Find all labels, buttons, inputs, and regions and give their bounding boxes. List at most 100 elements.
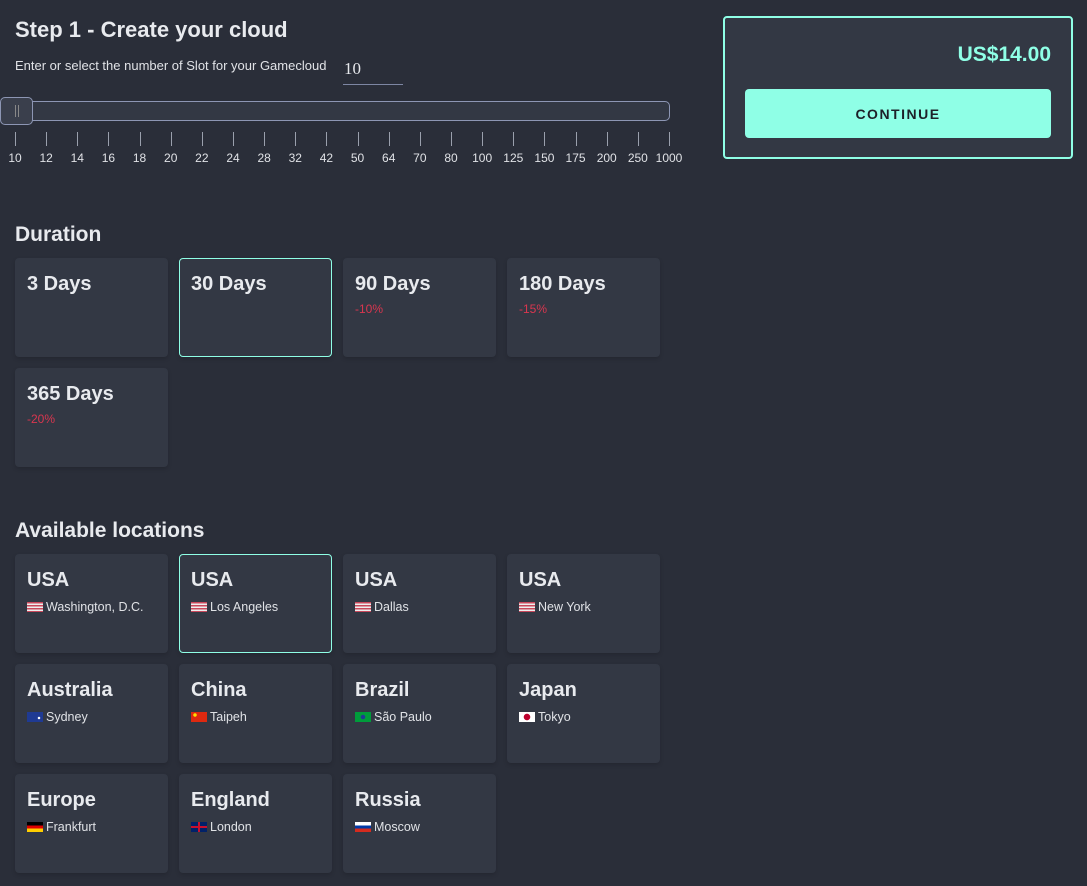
duration-option[interactable]: 3 Days bbox=[15, 258, 168, 357]
slider-tick-label[interactable]: 24 bbox=[226, 151, 240, 165]
slider-tick bbox=[108, 132, 110, 146]
city-label: Washington, D.C. bbox=[46, 600, 144, 614]
slider-tick-label[interactable]: 125 bbox=[503, 151, 524, 165]
slider-tick-label[interactable]: 28 bbox=[257, 151, 271, 165]
slot-count-input[interactable] bbox=[343, 54, 403, 85]
city-label: Dallas bbox=[374, 600, 409, 614]
slider-tick bbox=[575, 132, 577, 146]
grip-icon bbox=[14, 105, 19, 117]
duration-label: 3 Days bbox=[27, 273, 92, 295]
slider-tick-label[interactable]: 14 bbox=[70, 151, 84, 165]
region-label: USA bbox=[355, 569, 398, 591]
duration-option[interactable]: 90 Days -10% bbox=[343, 258, 496, 357]
slider-tick bbox=[669, 132, 670, 146]
location-option[interactable]: USA Dallas bbox=[343, 554, 496, 653]
slider-tick-label[interactable]: 250 bbox=[627, 151, 648, 165]
duration-option[interactable]: 180 Days -15% bbox=[507, 258, 660, 357]
region-label: Russia bbox=[355, 789, 421, 811]
slider-tick-label[interactable]: 50 bbox=[350, 151, 365, 165]
flag-us-icon bbox=[27, 602, 43, 612]
slider-tick bbox=[606, 132, 608, 146]
location-option[interactable]: USA New York bbox=[507, 554, 660, 653]
city-label: São Paulo bbox=[374, 710, 432, 724]
slider-tick bbox=[77, 132, 79, 146]
duration-option[interactable]: 30 Days bbox=[179, 258, 332, 357]
duration-option[interactable]: 365 Days -20% bbox=[15, 368, 168, 467]
city-label: Los Angeles bbox=[210, 600, 279, 614]
region-label: USA bbox=[519, 569, 562, 591]
location-option[interactable]: Australia Sydney bbox=[15, 664, 168, 763]
slider-tick bbox=[46, 132, 48, 146]
slider-tick-label[interactable]: 18 bbox=[132, 151, 147, 165]
slider-tick-label[interactable]: 12 bbox=[39, 151, 53, 165]
location-option[interactable]: England London bbox=[179, 774, 332, 873]
slot-slider-handle[interactable] bbox=[0, 97, 33, 125]
slider-tick-label[interactable]: 16 bbox=[101, 151, 116, 165]
location-option[interactable]: USA Los Angeles bbox=[179, 554, 332, 653]
slider-tick bbox=[544, 132, 546, 146]
slider-tick-label[interactable]: 10 bbox=[8, 151, 22, 165]
region-label: England bbox=[191, 789, 270, 811]
slider-tick-label[interactable]: 22 bbox=[195, 151, 209, 165]
location-option[interactable]: China Taipeh bbox=[179, 664, 332, 763]
slider-tick bbox=[264, 132, 266, 146]
slot-label: Enter or select the number of Slot for y… bbox=[15, 58, 327, 73]
duration-heading: Duration bbox=[15, 223, 102, 246]
region-label: Brazil bbox=[355, 679, 410, 701]
slider-tick-label[interactable]: 42 bbox=[319, 151, 334, 165]
slider-tick-label[interactable]: 70 bbox=[413, 151, 427, 165]
city-label: New York bbox=[538, 600, 591, 614]
slider-tick-label[interactable]: 32 bbox=[288, 151, 302, 165]
location-option[interactable]: Brazil São Paulo bbox=[343, 664, 496, 763]
discount-badge: -10% bbox=[355, 302, 384, 316]
slider-tick bbox=[388, 132, 390, 146]
flag-br-icon bbox=[355, 712, 371, 722]
slider-tick-label[interactable]: 64 bbox=[382, 151, 396, 165]
duration-label: 30 Days bbox=[191, 273, 267, 295]
location-option[interactable]: Japan Tokyo bbox=[507, 664, 660, 763]
slider-tick bbox=[201, 132, 203, 146]
flag-gb-icon bbox=[191, 822, 207, 832]
flag-us-icon bbox=[519, 602, 535, 612]
slot-slider-track[interactable] bbox=[0, 101, 670, 121]
slider-tick bbox=[170, 132, 172, 146]
region-label: Australia bbox=[27, 679, 113, 701]
continue-button[interactable]: CONTINUE bbox=[745, 89, 1051, 138]
total-price: US$14.00 bbox=[957, 43, 1051, 66]
flag-cn-icon bbox=[191, 712, 207, 722]
flag-us-icon bbox=[355, 602, 371, 612]
slider-tick-label[interactable]: 150 bbox=[534, 151, 555, 165]
discount-badge: -20% bbox=[27, 412, 56, 426]
flag-au-icon bbox=[27, 712, 43, 722]
location-option[interactable]: Russia Moscow bbox=[343, 774, 496, 873]
slider-tick-label[interactable]: 200 bbox=[596, 151, 617, 165]
slider-tick-label[interactable]: 100 bbox=[472, 151, 493, 165]
region-label: China bbox=[191, 679, 247, 701]
region-label: Japan bbox=[519, 679, 577, 701]
slider-tick-label[interactable]: 20 bbox=[164, 151, 178, 165]
city-label: Moscow bbox=[374, 820, 420, 834]
flag-ru-icon bbox=[355, 822, 371, 832]
slider-tick bbox=[419, 132, 421, 146]
slider-tick bbox=[326, 132, 328, 146]
location-option[interactable]: USA Washington, D.C. bbox=[15, 554, 168, 653]
slider-tick bbox=[357, 132, 359, 146]
slider-tick-label[interactable]: 80 bbox=[444, 151, 458, 165]
flag-us-icon bbox=[191, 602, 207, 612]
discount-badge: -15% bbox=[519, 302, 548, 316]
slider-tick bbox=[15, 132, 16, 146]
slider-tick-label[interactable]: 175 bbox=[565, 151, 586, 165]
slider-tick-label[interactable]: 1000 bbox=[655, 151, 683, 165]
slider-tick bbox=[451, 132, 452, 146]
city-label: Tokyo bbox=[538, 710, 571, 724]
city-label: London bbox=[210, 820, 252, 834]
region-label: USA bbox=[27, 569, 70, 591]
flag-de-icon bbox=[27, 822, 43, 832]
city-label: Sydney bbox=[46, 710, 88, 724]
locations-heading: Available locations bbox=[15, 519, 205, 542]
slider-tick bbox=[637, 132, 639, 146]
order-summary-panel: US$14.00 CONTINUE bbox=[723, 16, 1073, 159]
flag-jp-icon bbox=[519, 712, 535, 722]
location-option[interactable]: Europe Frankfurt bbox=[15, 774, 168, 873]
slider-tick bbox=[233, 132, 234, 146]
